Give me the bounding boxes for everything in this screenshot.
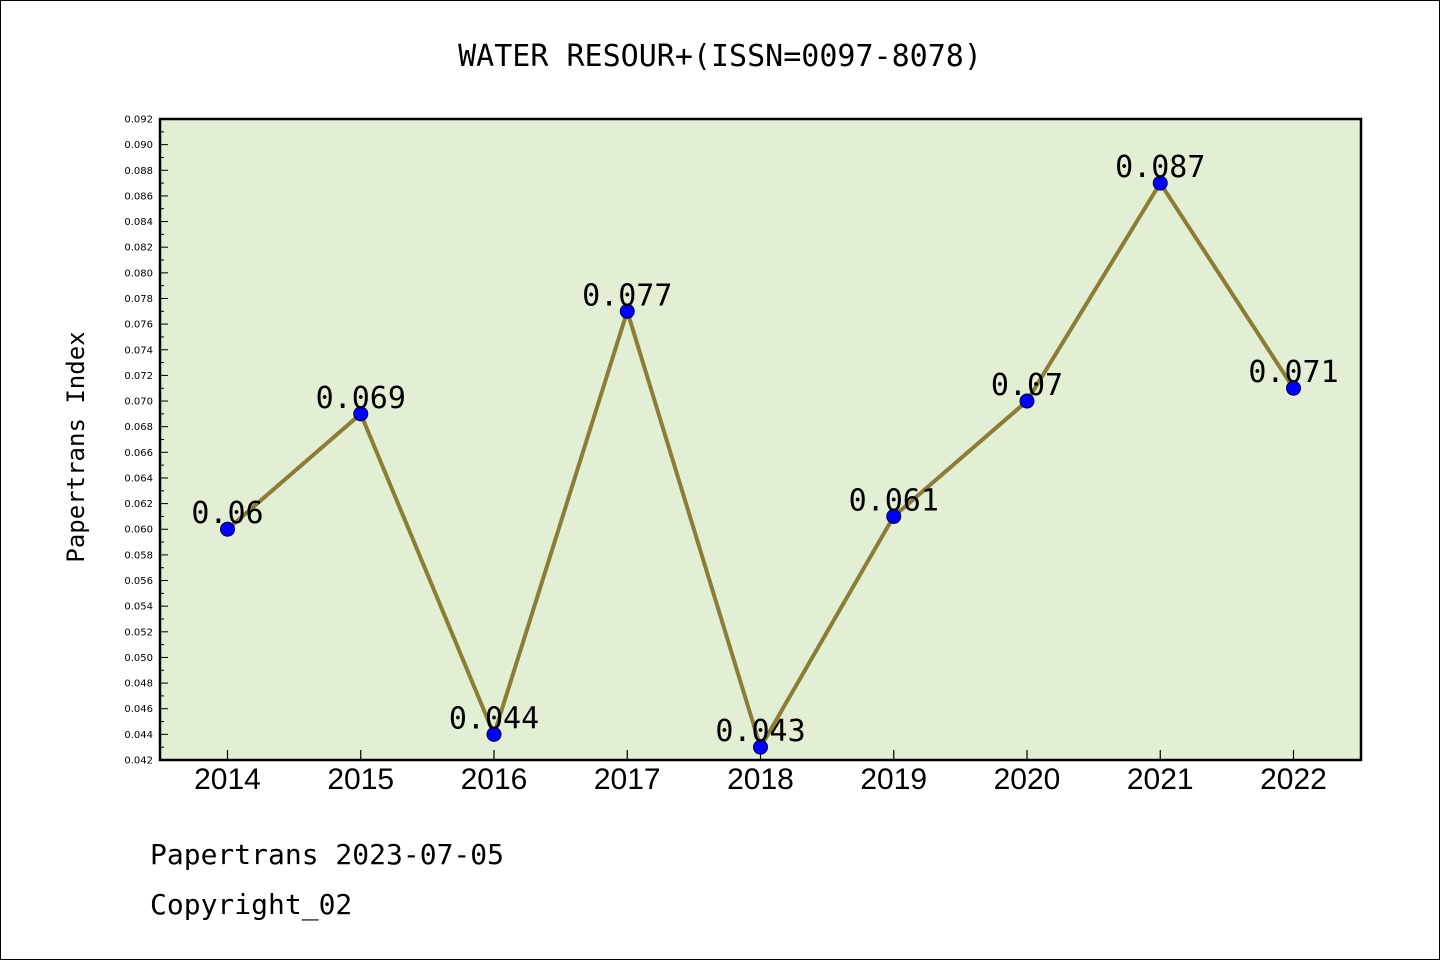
data-labels: 0.06 0.069 0.044 0.077 0.043 0.061 0.07 0.087 0.…	[191, 150, 1338, 749]
data-point	[1286, 380, 1301, 396]
data-point	[220, 521, 235, 537]
y-tick-label: 0.076	[124, 320, 153, 331]
data-label: 0.06	[191, 496, 263, 531]
y-tick-label: 0.090	[124, 140, 153, 151]
x-tick-label: 2015	[327, 763, 394, 796]
x-tick-label: 2020	[994, 763, 1061, 796]
plot-area	[158, 117, 1363, 762]
y-tick-label: 0.080	[124, 268, 153, 279]
y-tick-label: 0.056	[124, 576, 153, 587]
y-tick-label: 0.070	[124, 397, 153, 408]
data-label: 0.071	[1248, 355, 1338, 390]
y-tick-label: 0.074	[124, 345, 153, 356]
data-point	[1152, 175, 1168, 191]
data-point	[753, 739, 768, 755]
y-tick-label: 0.068	[124, 422, 153, 433]
data-label: 0.077	[582, 278, 672, 313]
y-tick-label: 0.044	[124, 730, 153, 741]
y-tick-label: 0.082	[124, 243, 153, 254]
y-tick-label: 0.062	[124, 499, 153, 510]
data-label: 0.087	[1115, 150, 1205, 185]
data-label: 0.07	[991, 368, 1063, 403]
series-line-group	[220, 175, 1301, 755]
y-tick-label: 0.064	[124, 473, 153, 484]
x-tick-label: 2021	[1127, 763, 1194, 796]
y-tick-label: 0.072	[124, 371, 153, 382]
y-tick-label: 0.052	[124, 627, 153, 638]
y-tick-label: 0.092	[124, 115, 153, 126]
x-tick-label: 2018	[727, 763, 794, 796]
x-axis: 2014 2015 2016 2017 2018 2019 2020 2021 2022	[194, 750, 1327, 796]
data-label: 0.061	[849, 483, 939, 518]
data-point	[619, 303, 635, 319]
y-tick-label: 0.084	[124, 217, 153, 228]
data-label: 0.069	[316, 381, 406, 416]
x-tick-label: 2014	[194, 763, 261, 796]
data-label: 0.044	[449, 701, 539, 736]
x-tick-label: 2017	[594, 763, 661, 796]
y-axis-label: Papertrans Index	[62, 331, 90, 562]
y-tick-label: 0.050	[124, 653, 153, 664]
data-point	[1019, 393, 1035, 409]
y-tick-label: 0.058	[124, 550, 153, 561]
x-tick-label: 2016	[461, 763, 528, 796]
footer-copyright: Copyright_02	[150, 888, 352, 922]
data-point	[886, 508, 902, 524]
y-tick-label: 0.078	[124, 294, 153, 305]
y-tick-label: 0.054	[124, 602, 153, 613]
data-point	[486, 726, 502, 742]
y-tick-label: 0.046	[124, 704, 153, 715]
y-axis: 0.042 0.044 0.046 0.048 0.050 0.052 0.054 0.056…	[124, 115, 168, 767]
data-label: 0.043	[715, 714, 805, 749]
x-tick-label: 2022	[1260, 763, 1327, 796]
y-tick-label: 0.066	[124, 448, 153, 459]
y-tick-label: 0.048	[124, 679, 153, 690]
chart-title: WATER RESOUR+(ISSN=0097-8078)	[458, 39, 982, 74]
y-tick-label: 0.088	[124, 166, 153, 177]
y-tick-label: 0.042	[124, 756, 153, 767]
footer-date: Papertrans 2023-07-05	[150, 838, 504, 871]
y-tick-label: 0.086	[124, 191, 153, 202]
y-tick-label: 0.060	[124, 525, 153, 536]
data-point	[353, 406, 369, 422]
x-tick-label: 2019	[860, 763, 927, 796]
